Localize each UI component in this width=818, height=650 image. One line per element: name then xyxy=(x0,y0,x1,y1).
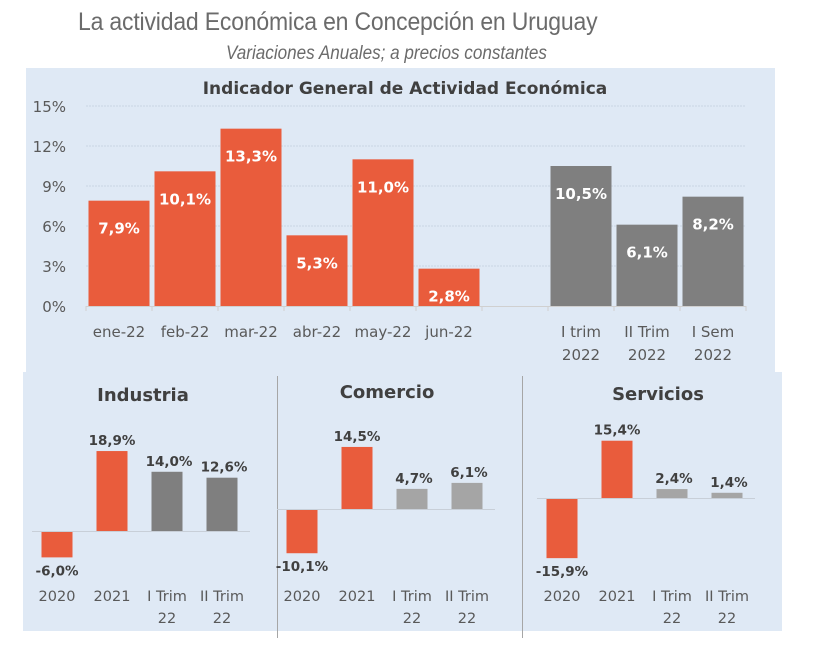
bar xyxy=(286,235,348,306)
data-label: 4,7% xyxy=(395,471,433,487)
y-tick-label: 9% xyxy=(42,178,66,196)
bar xyxy=(682,196,744,306)
bar xyxy=(286,510,318,554)
x-tick-label: I Trim xyxy=(147,589,187,605)
sector-chart-title: Comercio xyxy=(340,382,435,403)
data-label: 2,4% xyxy=(655,471,693,487)
bar xyxy=(220,128,282,306)
data-label: -6,0% xyxy=(35,563,79,579)
x-tick-label: 22 xyxy=(663,611,681,627)
data-label: 5,3% xyxy=(296,254,338,272)
bar xyxy=(656,489,688,498)
data-label: 6,1% xyxy=(626,244,668,262)
data-label: 14,0% xyxy=(146,454,193,470)
data-label: 13,3% xyxy=(225,148,277,166)
bar xyxy=(206,477,238,531)
bar xyxy=(418,268,480,306)
bar xyxy=(151,471,183,531)
bar xyxy=(711,492,743,498)
x-tick-label: 2021 xyxy=(339,589,376,605)
data-label: 2,8% xyxy=(428,288,470,306)
data-label: 15,4% xyxy=(594,423,641,439)
sector-divider-1 xyxy=(277,376,278,638)
x-tick-label: ene-22 xyxy=(93,323,145,341)
x-tick-label: I Trim xyxy=(652,589,692,605)
y-tick-label: 15% xyxy=(33,98,66,116)
x-tick-label: 2021 xyxy=(94,589,131,605)
x-tick-label: 22 xyxy=(213,611,231,627)
x-tick-label: mar-22 xyxy=(224,323,278,341)
x-tick-label: II Trim xyxy=(705,589,749,605)
bar xyxy=(601,440,633,498)
bar xyxy=(41,532,73,558)
x-tick-label: 2021 xyxy=(599,589,636,605)
bar xyxy=(96,451,128,531)
data-label: 11,0% xyxy=(357,178,409,196)
sector-divider-2 xyxy=(522,376,523,638)
x-tick-label: may-22 xyxy=(355,323,412,341)
data-label: 8,2% xyxy=(692,216,734,234)
bar xyxy=(616,224,678,306)
bar xyxy=(352,159,414,306)
data-label: 6,1% xyxy=(450,465,488,481)
x-tick-label: 22 xyxy=(458,611,476,627)
data-label: 10,5% xyxy=(555,185,607,203)
data-label: 14,5% xyxy=(334,429,381,445)
x-tick-label: 22 xyxy=(403,611,421,627)
x-tick-label: 2020 xyxy=(284,589,321,605)
page-subtitle: Variaciones Anuales; a precios constante… xyxy=(226,43,547,64)
y-tick-label: 0% xyxy=(42,298,66,316)
page-title: La actividad Económica en Concepción en … xyxy=(78,8,598,36)
y-tick-label: 6% xyxy=(42,218,66,236)
bar xyxy=(154,171,216,306)
x-tick-label: 2022 xyxy=(562,346,600,364)
sector-chart-title: Industria xyxy=(97,385,189,406)
x-tick-label: II Trim xyxy=(445,589,489,605)
x-tick-label: 2022 xyxy=(694,346,732,364)
x-tick-label: 2022 xyxy=(628,346,666,364)
x-tick-label: I trim xyxy=(561,323,601,341)
bar xyxy=(546,499,578,559)
x-tick-label: I Trim xyxy=(392,589,432,605)
data-label: 18,9% xyxy=(89,433,136,449)
x-tick-label: abr-22 xyxy=(293,323,341,341)
y-tick-label: 3% xyxy=(42,258,66,276)
data-label: 12,6% xyxy=(201,460,248,476)
data-label: 1,4% xyxy=(710,475,748,491)
bar xyxy=(550,166,612,306)
bar xyxy=(451,482,483,509)
x-tick-label: 22 xyxy=(158,611,176,627)
y-tick-label: 12% xyxy=(33,138,66,156)
data-label: -15,9% xyxy=(536,564,589,580)
data-label: 7,9% xyxy=(98,220,140,238)
x-tick-label: II Trim xyxy=(200,589,244,605)
data-label: 10,1% xyxy=(159,190,211,208)
x-tick-label: 2020 xyxy=(544,589,581,605)
bar xyxy=(396,488,428,509)
data-label: -10,1% xyxy=(276,559,329,575)
main-chart-title: Indicador General de Actividad Económica xyxy=(203,79,608,99)
x-tick-label: jun-22 xyxy=(424,323,473,341)
sector-chart-title: Servicios xyxy=(612,384,704,405)
x-tick-label: feb-22 xyxy=(161,323,210,341)
bar xyxy=(341,446,373,509)
x-tick-label: 2020 xyxy=(39,589,76,605)
x-tick-label: I Sem xyxy=(692,323,735,341)
x-tick-label: II Trim xyxy=(624,323,670,341)
x-tick-label: 22 xyxy=(718,611,736,627)
bar xyxy=(88,200,150,306)
